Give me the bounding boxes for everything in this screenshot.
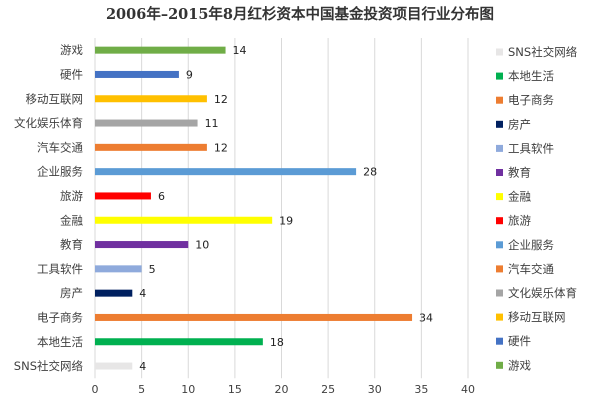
x-tick-label: 0	[92, 383, 99, 396]
y-tick-label: 工具软件	[37, 262, 83, 276]
data-label: 18	[270, 336, 284, 349]
legend-item-label: 汽车交通	[508, 262, 554, 276]
x-tick-label: 15	[228, 383, 242, 396]
bar	[95, 119, 198, 127]
x-tick-label: 5	[138, 383, 145, 396]
y-tick-label: 房产	[60, 286, 83, 300]
bar	[95, 192, 151, 200]
data-label: 14	[233, 44, 247, 57]
y-tick-label: 移动互联网	[26, 92, 84, 106]
data-label: 19	[279, 214, 293, 227]
data-label: 4	[139, 360, 146, 373]
bar	[95, 338, 263, 346]
y-tick-label: 金融	[60, 213, 83, 227]
legend-swatch	[496, 313, 503, 321]
legend-item-label: 工具软件	[508, 141, 554, 155]
data-label: 5	[149, 263, 156, 276]
legend-swatch	[496, 72, 503, 80]
bar	[95, 168, 357, 176]
y-tick-label: 本地生活	[37, 335, 83, 349]
legend-swatch	[496, 48, 503, 56]
bar	[95, 313, 413, 321]
legend-item-label: 文化娱乐体育	[508, 286, 577, 300]
bar	[95, 95, 207, 103]
x-tick-label: 10	[181, 383, 195, 396]
y-tick-label: 游戏	[60, 43, 83, 57]
data-label: 11	[205, 117, 219, 130]
legend-item-label: SNS社交网络	[508, 45, 578, 59]
legend-item-label: 电子商务	[508, 93, 554, 107]
x-tick-label: 40	[461, 383, 475, 396]
bar	[95, 265, 142, 273]
legend-swatch	[496, 193, 503, 201]
bar	[95, 241, 189, 249]
grid-lines	[94, 38, 469, 379]
legend-swatch	[496, 289, 503, 297]
legend-item-label: 移动互联网	[508, 310, 566, 324]
y-tick-label: 文化娱乐体育	[14, 116, 83, 130]
legend-item-label: 游戏	[508, 358, 531, 372]
y-tick-label: 硬件	[60, 67, 83, 81]
bar	[95, 143, 207, 151]
bar	[95, 362, 133, 370]
bar	[95, 70, 179, 78]
legend-swatch	[496, 144, 503, 152]
x-tick-label: 30	[368, 383, 382, 396]
bar	[95, 46, 226, 54]
y-tick-label: 企业服务	[37, 165, 83, 179]
x-tick-label: 20	[275, 383, 289, 396]
x-axis-labels: 0 5 10 15 20 25 30 35 40	[92, 383, 476, 396]
data-label: 4	[139, 287, 146, 300]
data-label: 9	[186, 68, 193, 81]
legend-swatch	[496, 120, 503, 128]
x-tick-label: 35	[414, 383, 428, 396]
data-label: 6	[158, 190, 165, 203]
legend-item-label: 企业服务	[508, 238, 554, 252]
legend-swatch	[496, 337, 503, 345]
legend: SNS社交网络本地生活电子商务房产工具软件教育金融旅游企业服务汽车交通文化娱乐体…	[496, 45, 578, 372]
legend-item-label: 本地生活	[508, 69, 554, 83]
legend-swatch	[496, 361, 503, 369]
legend-item-label: 旅游	[508, 214, 531, 228]
data-label: 28	[363, 166, 377, 179]
bars	[95, 46, 413, 370]
y-tick-label: 旅游	[60, 189, 83, 203]
data-label: 12	[214, 93, 228, 106]
bar	[95, 289, 133, 297]
legend-swatch	[496, 96, 503, 104]
legend-swatch	[496, 241, 503, 249]
legend-item-label: 教育	[508, 166, 531, 180]
legend-item-label: 金融	[508, 190, 531, 204]
data-label: 12	[214, 141, 228, 154]
legend-swatch	[496, 169, 503, 176]
y-tick-label: SNS社交网络	[14, 359, 84, 373]
legend-item-label: 房产	[508, 117, 531, 131]
data-label: 10	[195, 239, 209, 252]
chart-title: 2006年–2015年8月红杉资本中国基金投资项目行业分布图	[105, 6, 495, 23]
y-tick-label: 汽车交通	[37, 140, 83, 154]
bar	[95, 216, 273, 224]
legend-swatch	[496, 265, 503, 273]
legend-swatch	[496, 217, 503, 225]
x-tick-label: 25	[321, 383, 335, 396]
y-tick-label: 电子商务	[37, 310, 83, 324]
y-tick-label: 教育	[60, 238, 83, 252]
legend-item-label: 硬件	[508, 334, 531, 348]
data-label: 34	[419, 311, 433, 324]
y-axis-labels: 游戏硬件移动互联网文化娱乐体育汽车交通企业服务旅游金融教育工具软件房产电子商务本…	[14, 43, 84, 373]
